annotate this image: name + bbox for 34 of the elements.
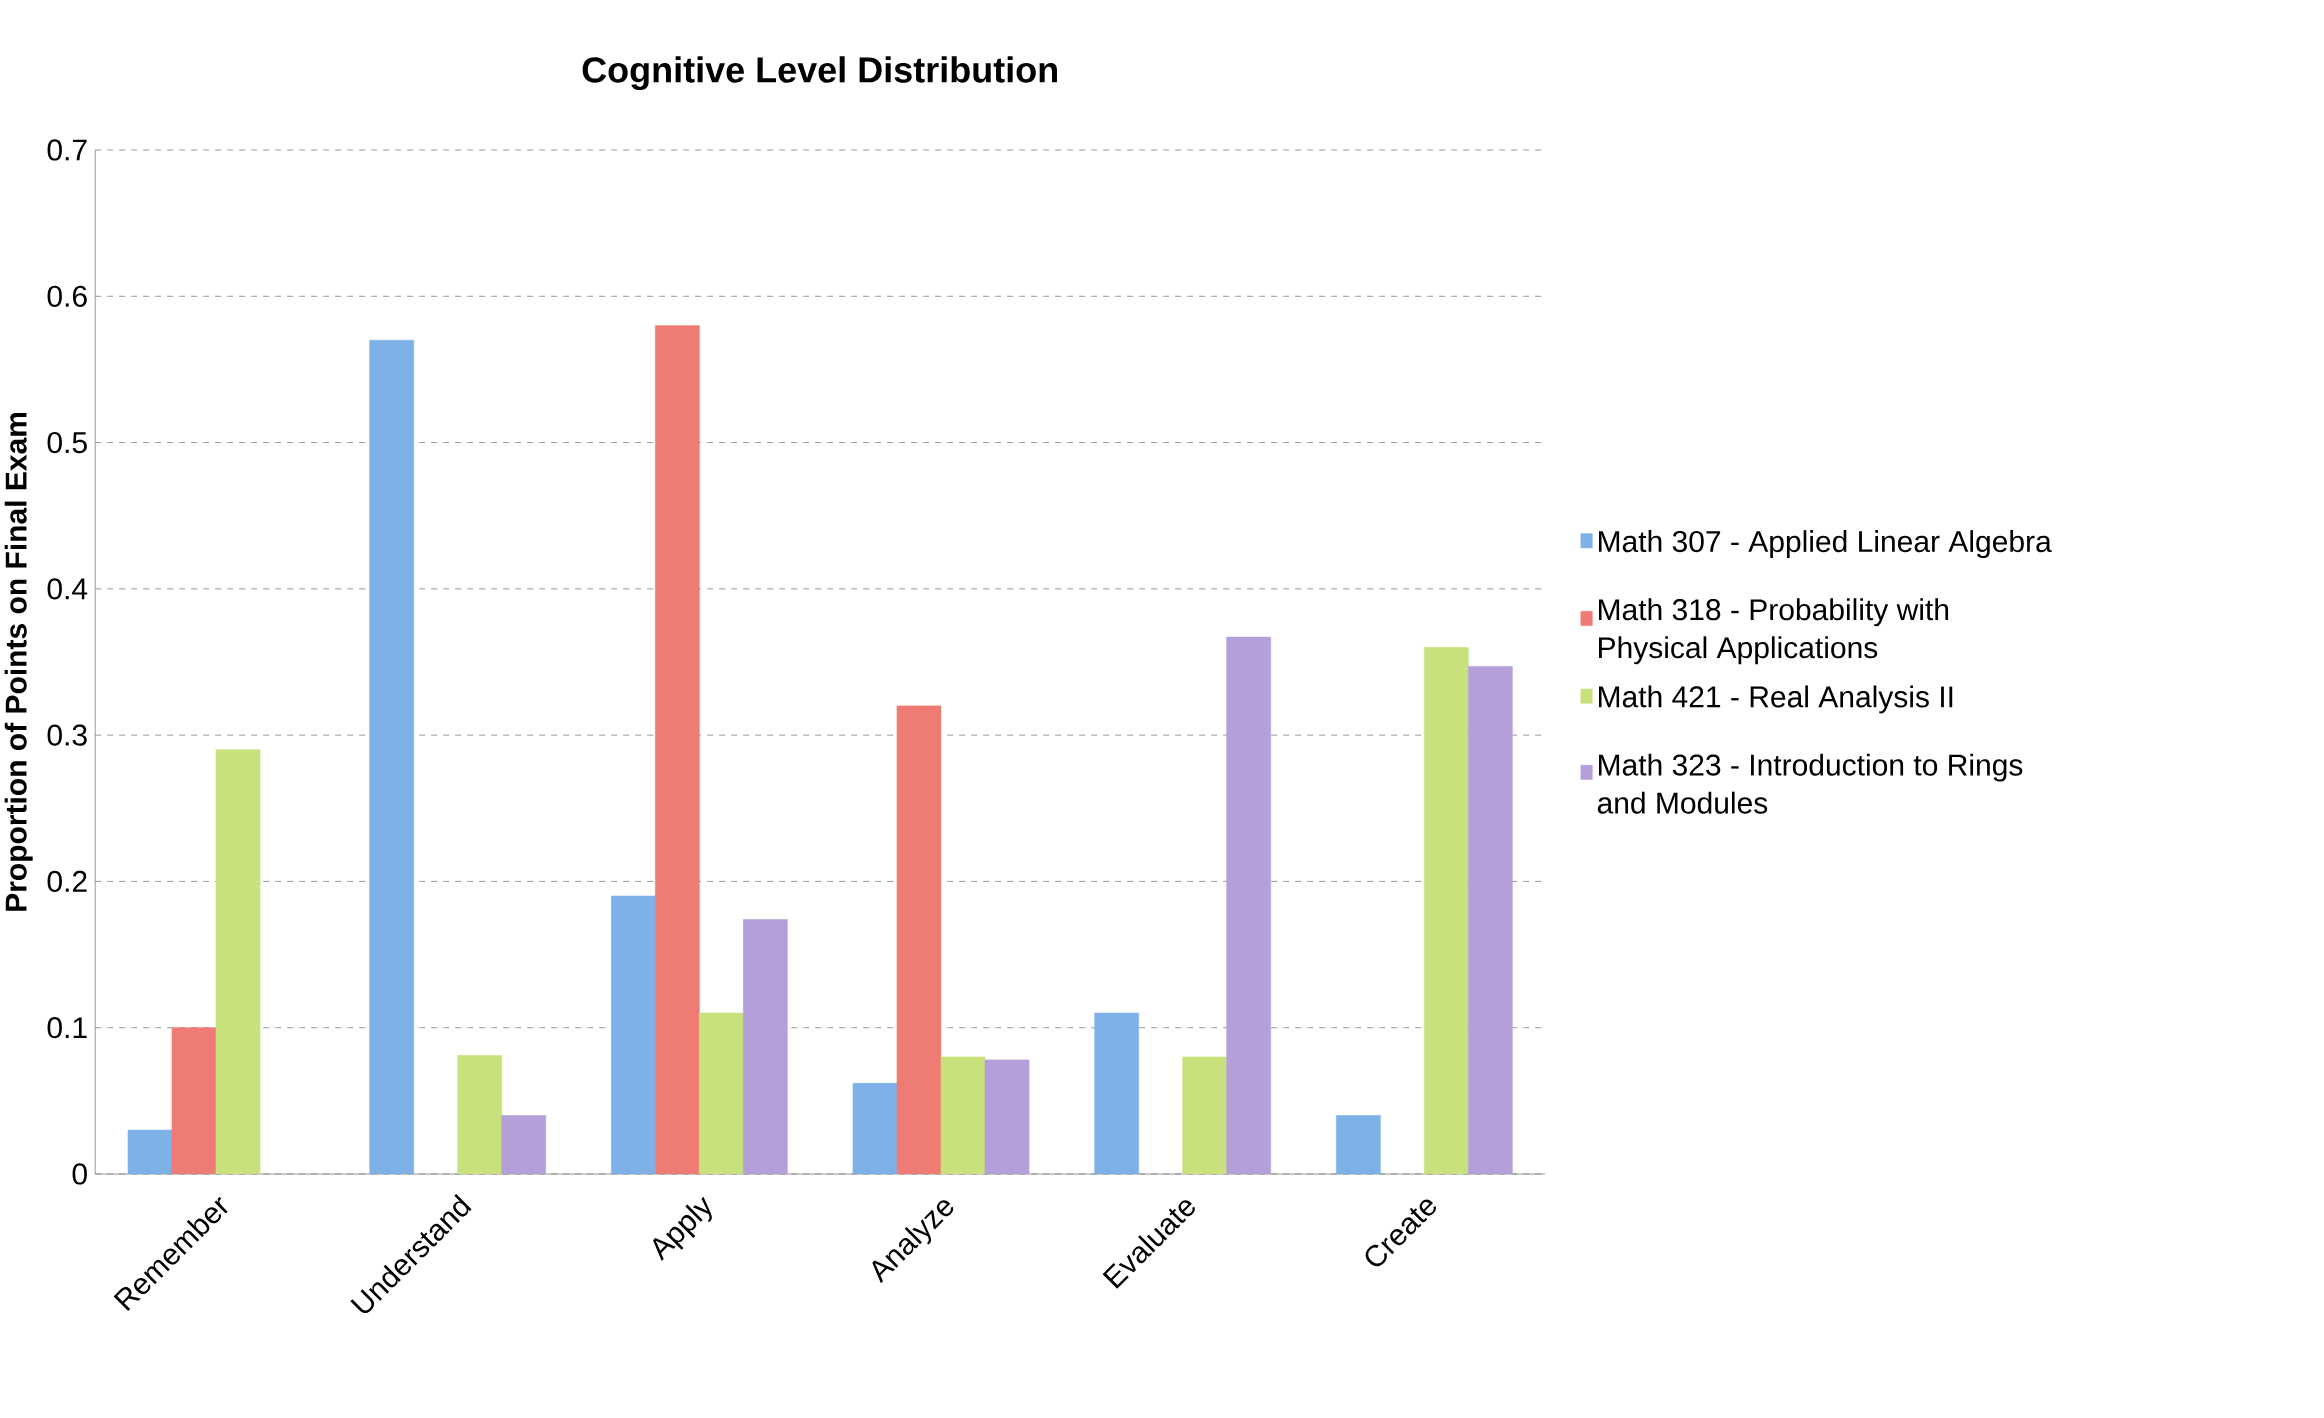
bar bbox=[1424, 647, 1469, 1174]
bar bbox=[699, 1012, 744, 1174]
bar bbox=[940, 1056, 986, 1174]
legend-label: Math 318 - Probability with Physical Applications bbox=[1599, 598, 1949, 665]
y-tick-label: 0.4 bbox=[47, 578, 88, 600]
legend-label: Math 421 - Real Analysis II bbox=[1599, 685, 1953, 714]
bar bbox=[127, 1129, 173, 1174]
y-axis-title: Proportion of Points on Final Exam bbox=[4, 412, 33, 911]
bar bbox=[984, 1059, 1030, 1174]
y-tick-label: 0.1 bbox=[47, 1017, 87, 1039]
bar bbox=[743, 919, 788, 1174]
bar bbox=[1182, 1056, 1227, 1174]
bar bbox=[611, 895, 656, 1174]
bar bbox=[215, 749, 261, 1174]
legend-label: Math 307 - Applied Linear Algebra bbox=[1599, 530, 2052, 559]
bar bbox=[369, 339, 414, 1174]
bar bbox=[852, 1082, 898, 1174]
y-tick-label: 0.6 bbox=[47, 285, 87, 307]
y-tick-label: 0.2 bbox=[47, 870, 87, 893]
bar bbox=[171, 1027, 217, 1174]
chart-title: Cognitive Level Distribution bbox=[582, 56, 1057, 90]
y-tick-label: 0.7 bbox=[47, 139, 87, 161]
y-tick-label: 0 bbox=[72, 1163, 87, 1185]
bar bbox=[655, 325, 700, 1174]
bar bbox=[501, 1115, 546, 1174]
y-tick-label: 0.3 bbox=[47, 724, 87, 746]
bar bbox=[1336, 1115, 1381, 1174]
bar bbox=[1226, 636, 1271, 1174]
bar bbox=[896, 705, 942, 1174]
y-tick-label: 0.5 bbox=[47, 431, 87, 454]
legend-label: Math 323 - Introduction to Rings and Modules bbox=[1597, 753, 2023, 814]
bar bbox=[1094, 1012, 1139, 1174]
bar bbox=[457, 1055, 502, 1174]
bar bbox=[1468, 666, 1513, 1174]
